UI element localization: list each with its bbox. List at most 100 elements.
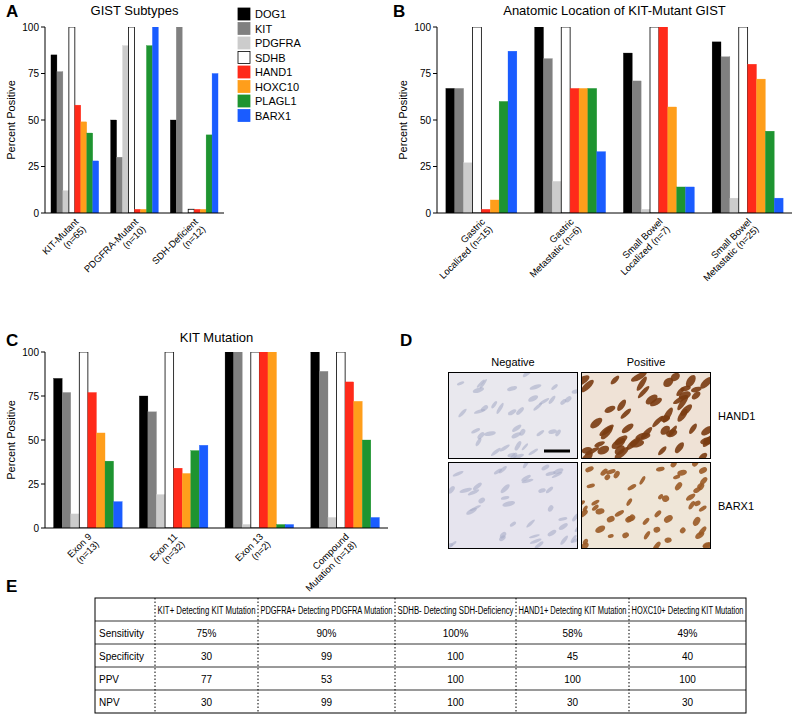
- y-tick-label: 50: [28, 115, 40, 126]
- y-tick: [41, 213, 45, 214]
- nucleus: [667, 424, 679, 437]
- nucleus: [607, 533, 614, 538]
- nucleus: [655, 466, 665, 472]
- nucleus: [541, 464, 550, 472]
- nucleus: [552, 467, 564, 476]
- legend-label: HOXC10: [255, 81, 299, 93]
- nucleus: [674, 481, 684, 492]
- nucleus: [509, 521, 517, 528]
- chart-title: GIST Subtypes: [91, 3, 179, 18]
- nucleus: [614, 509, 625, 518]
- bar: [588, 88, 597, 213]
- table-cell: 100: [679, 674, 696, 685]
- bar: [57, 72, 63, 213]
- table-cell: 99: [321, 697, 333, 708]
- bar: [148, 412, 157, 528]
- table-col-line: [516, 598, 517, 713]
- bar: [371, 517, 380, 528]
- bar: [117, 157, 123, 213]
- nucleus: [506, 385, 517, 392]
- bar: [170, 120, 176, 213]
- x-tick-label: Exon 13(n=2): [233, 531, 273, 571]
- x-tick-label: KIT-Mutant(n=65): [40, 216, 88, 264]
- table-cell: PPV: [99, 674, 119, 685]
- bar: [446, 88, 455, 213]
- bar: [748, 64, 757, 213]
- nucleus: [548, 395, 557, 405]
- table-cell: 49%: [677, 628, 697, 639]
- nucleus: [501, 495, 510, 500]
- nucleus: [490, 400, 498, 409]
- nucleus: [599, 467, 609, 476]
- bar: [176, 27, 182, 213]
- nucleus: [584, 465, 594, 473]
- nucleus: [628, 513, 637, 522]
- nucleus: [479, 378, 488, 389]
- nucleus: [547, 529, 558, 538]
- row-header: BARX1: [718, 500, 754, 512]
- micrograph-border: [582, 373, 711, 459]
- panel-label: D: [400, 331, 412, 350]
- nucleus: [638, 475, 646, 485]
- bar: [319, 371, 328, 528]
- legend-label: SDHB: [255, 52, 286, 64]
- bar: [182, 473, 191, 528]
- nucleus: [511, 431, 522, 439]
- bars: [446, 27, 783, 213]
- bars: [54, 352, 380, 528]
- y-tick: [41, 120, 45, 121]
- table-border: [95, 598, 746, 713]
- nucleus: [477, 496, 486, 504]
- nucleus: [456, 381, 464, 387]
- legend-label: HAND1: [255, 66, 292, 78]
- nucleus: [669, 460, 678, 469]
- x-tick-label: SDH-Deficient(n=12): [150, 216, 208, 274]
- table-row-line: [95, 690, 746, 691]
- bar: [712, 42, 721, 213]
- nucleus: [701, 433, 716, 449]
- nucleus: [536, 429, 545, 437]
- y-tick: [41, 73, 45, 74]
- bar: [765, 131, 774, 213]
- bar: [234, 352, 243, 528]
- nucleus: [533, 402, 544, 412]
- micrograph: [577, 458, 713, 551]
- x-axis-line: [437, 213, 792, 214]
- nucleus: [698, 505, 708, 513]
- nucleus: [522, 459, 530, 469]
- nucleus: [473, 408, 485, 415]
- bar: [345, 382, 354, 528]
- nucleus: [521, 478, 534, 484]
- nucleus: [698, 375, 713, 390]
- nucleus: [484, 430, 497, 437]
- bar: [139, 396, 148, 528]
- table-cell: 77: [201, 674, 213, 685]
- nucleus: [635, 375, 649, 392]
- table-cell: HOXC10+ Detecting KIT Mutation: [632, 605, 744, 616]
- bar: [774, 198, 783, 213]
- nucleus: [673, 441, 686, 455]
- x-tick-label-line: (n=10): [120, 223, 147, 250]
- x-tick-label: PDGFRA-Mutant(n=10): [82, 216, 148, 282]
- bar: [206, 135, 212, 213]
- nucleus: [471, 427, 481, 434]
- bar: [165, 352, 174, 528]
- legend-label: KIT: [255, 23, 272, 35]
- nucleus: [545, 486, 554, 495]
- x-tick-label-line: Metastatic (n=25): [701, 223, 761, 283]
- nucleus: [529, 383, 542, 391]
- bar: [597, 152, 606, 213]
- bar: [225, 352, 234, 528]
- y-tick: [433, 73, 437, 74]
- bar: [114, 502, 123, 528]
- bar: [135, 209, 141, 213]
- micrograph: [572, 370, 717, 467]
- bars: [51, 27, 218, 213]
- table-row-line: [95, 644, 746, 645]
- nucleus: [525, 519, 535, 529]
- x-tick-label-line: Localized (n=15): [437, 223, 495, 281]
- table-cell: 100: [447, 674, 464, 685]
- nucleus: [625, 497, 633, 506]
- bar: [362, 440, 371, 528]
- y-tick-label: 75: [420, 68, 432, 79]
